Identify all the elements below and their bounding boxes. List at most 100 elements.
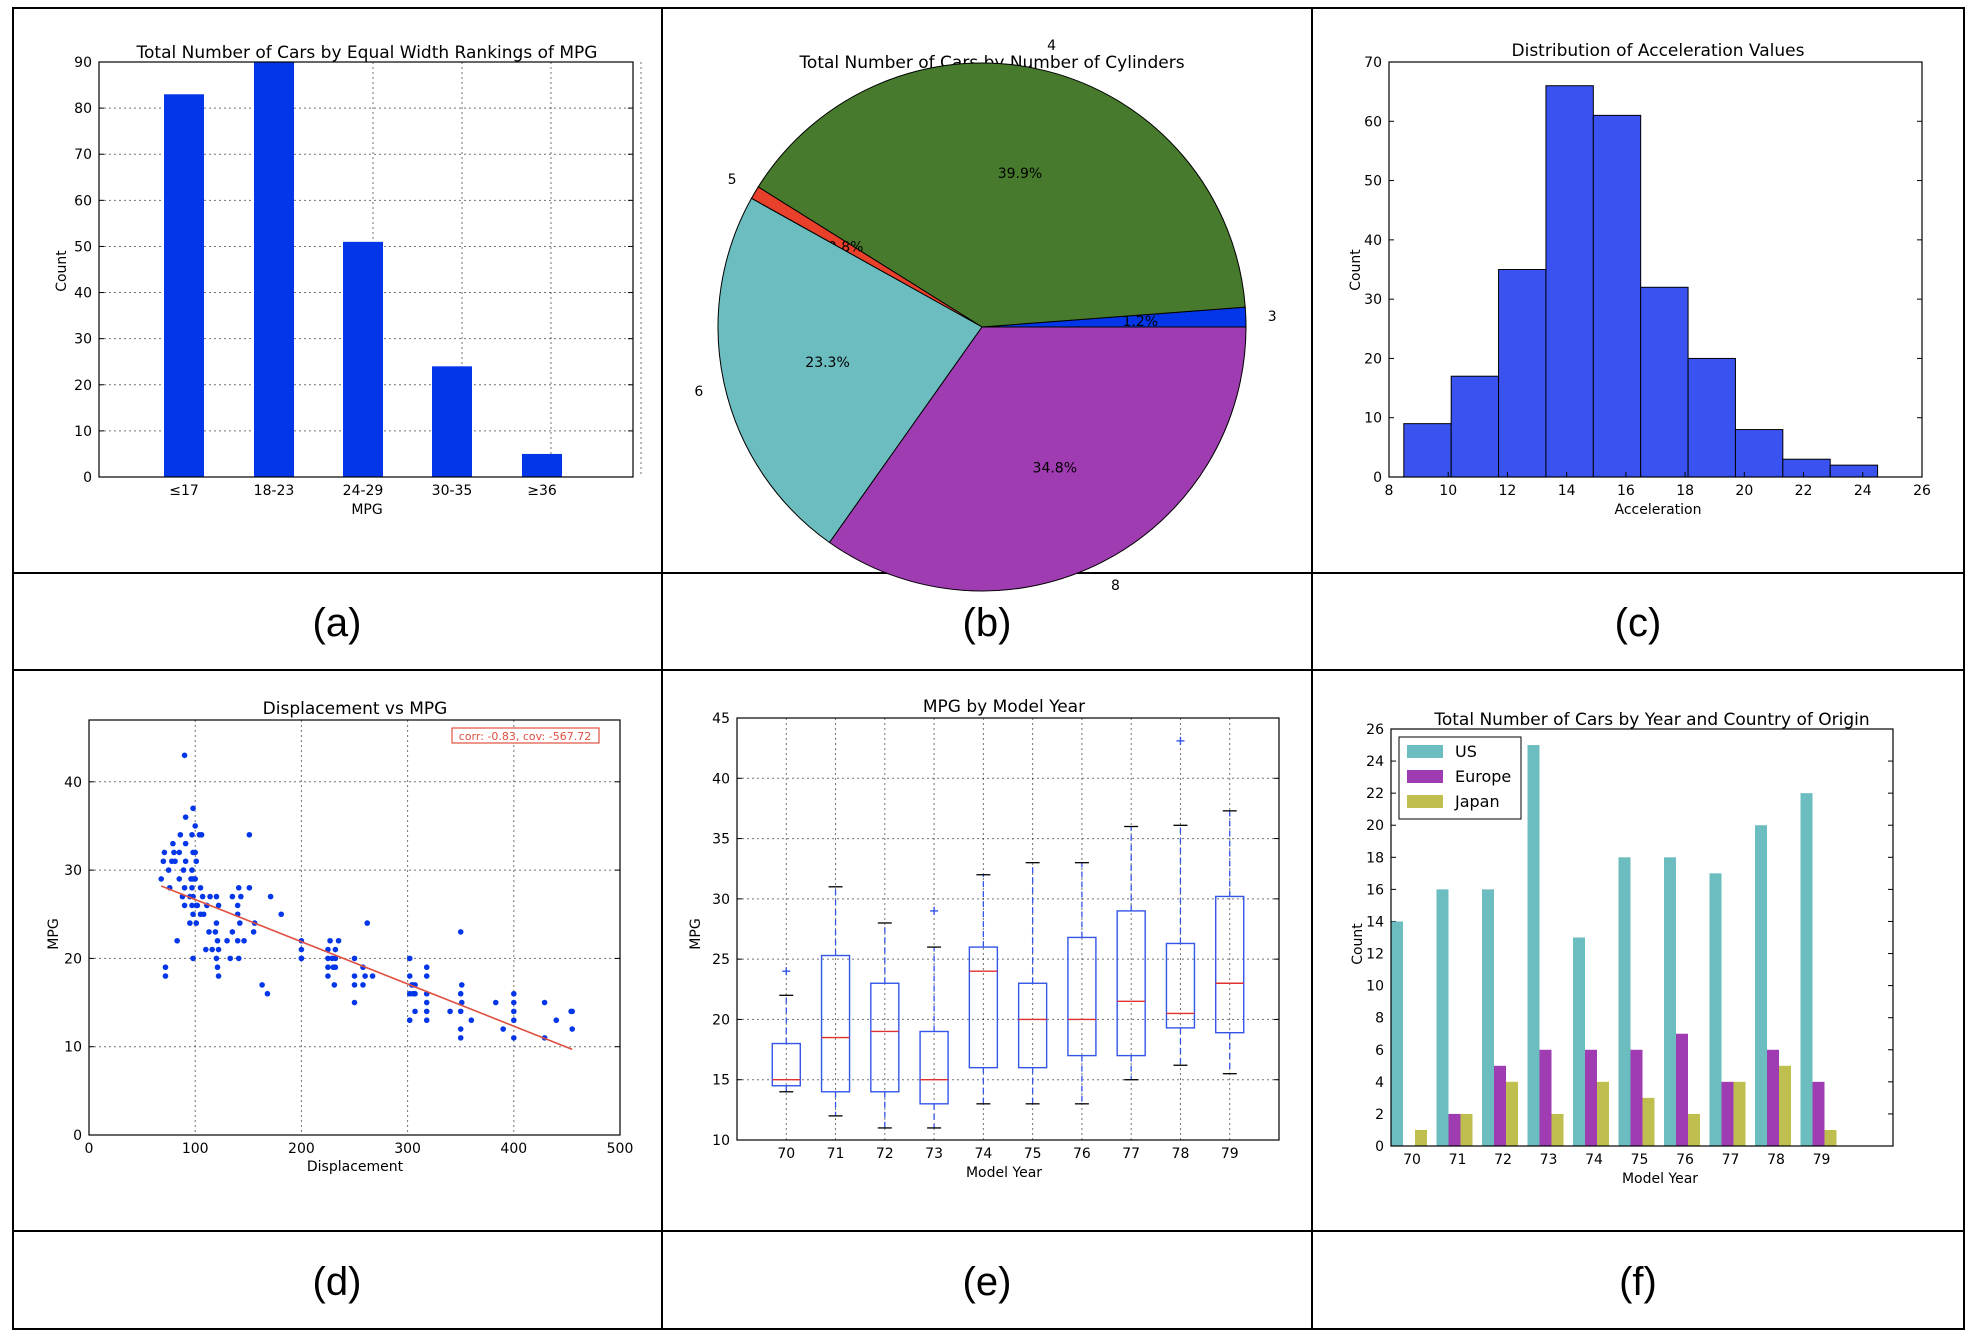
chart-d-point	[213, 955, 220, 962]
chart-e-xtick-label: 71	[827, 1146, 845, 1162]
chart-d-point	[206, 929, 212, 935]
chart-a-ytick-label: 70	[74, 147, 92, 163]
chart-d-point	[492, 999, 499, 1006]
chart-c-bar	[1687, 357, 1736, 478]
chart-c-xtick-label: 14	[1558, 483, 1576, 499]
chart-d-point	[215, 902, 222, 909]
chart-d-point	[335, 937, 342, 944]
chart-d-point	[189, 884, 195, 891]
chart-d-point	[511, 999, 517, 1006]
chart-f-legend-swatch	[1407, 770, 1443, 783]
chart-f-xtick-label: 79	[1813, 1152, 1831, 1168]
chart-f-bar-us	[1482, 889, 1494, 1146]
chart-c-xtick-label: 20	[1735, 483, 1753, 499]
chart-d-point	[213, 893, 220, 900]
chart-d-point	[541, 999, 548, 1006]
chart-f-bar-japan	[1506, 1081, 1518, 1146]
chart-f-bar-us	[1618, 857, 1631, 1146]
chart-a-xtick-label: 30-35	[432, 483, 473, 499]
chart-d-point	[224, 937, 230, 944]
chart-d-point	[238, 893, 244, 900]
chart-d-point	[412, 1008, 418, 1015]
chart-a-bar	[432, 366, 472, 477]
chart-c-ylabel: Count	[1348, 249, 1364, 291]
chart-f-ytick-label: 18	[1366, 850, 1384, 866]
chart-f-xtick-label: 75	[1631, 1152, 1649, 1168]
chart-d-point	[331, 982, 338, 988]
chart-e-box	[1165, 942, 1196, 1029]
chart-f-ytick-label: 10	[1366, 979, 1384, 995]
chart-f-ytick-label: 16	[1366, 882, 1384, 898]
chart-c-xlabel: Acceleration	[1615, 502, 1702, 518]
chart-d-point	[278, 911, 285, 918]
chart-a-ytick-label: 20	[74, 378, 92, 394]
chart-e-xtick-label: 76	[1073, 1146, 1091, 1162]
chart-d-point	[327, 937, 333, 944]
chart-d-point	[298, 946, 305, 953]
chart-f-xtick-label: 71	[1449, 1152, 1467, 1168]
chart-d-point	[190, 911, 196, 918]
chart-a-xtick-label: ≤17	[169, 483, 199, 499]
chart-c-axes-frame	[1388, 61, 1923, 478]
chart-d-point	[158, 876, 165, 882]
chart-e-box	[968, 946, 999, 1069]
chart-d-point	[362, 973, 368, 979]
chart-f-legend-swatch	[1407, 795, 1443, 808]
chart-c-bar	[1498, 269, 1547, 478]
chart-d-point	[176, 876, 183, 882]
chart-d-point	[192, 876, 198, 882]
chart-a-ytick-label: 80	[74, 101, 92, 117]
chart-f-bar-europe	[1630, 1049, 1643, 1146]
chart-d-point	[458, 999, 465, 1006]
chart-d-displacement-scatter: Displacement vs MPG Displacement MPG 0 10…	[46, 699, 633, 1175]
chart-f-ytick-label: 6	[1375, 1043, 1384, 1059]
chart-d-point	[500, 1026, 506, 1032]
chart-f-ytick-label: 12	[1366, 947, 1384, 963]
chart-d-point	[457, 1008, 464, 1015]
chart-d-point	[189, 867, 195, 873]
chart-a-ytick-label: 0	[83, 470, 92, 486]
chart-f-legend: US Europe Japan	[1398, 736, 1522, 820]
chart-d-point	[332, 964, 339, 971]
chart-d-point	[193, 920, 200, 926]
chart-a-axes-frame	[98, 61, 634, 478]
chart-f-xtick-label: 74	[1585, 1152, 1603, 1168]
chart-c-ytick-label: 0	[1373, 470, 1382, 486]
chart-d-point	[511, 1017, 517, 1024]
chart-d-point	[189, 831, 195, 838]
chart-e-xtick-label: 78	[1172, 1146, 1190, 1162]
chart-d-point	[325, 955, 331, 962]
chart-c-bar	[1450, 375, 1500, 478]
chart-d-point	[192, 823, 198, 829]
chart-d-ytick-label: 20	[64, 951, 82, 967]
chart-a-ytick-label: 50	[74, 239, 92, 255]
chart-f-bar-japan	[1779, 1065, 1791, 1146]
chart-c-bar	[1640, 286, 1689, 478]
chart-e-outlier	[782, 967, 791, 976]
chart-d-point	[369, 973, 376, 979]
chart-c-xtick-label: 10	[1439, 483, 1457, 499]
chart-b-pct-label: 23.3%	[805, 355, 849, 371]
chart-f-bar-us	[1709, 873, 1722, 1146]
chart-d-point	[214, 937, 221, 944]
chart-f-xtick-label: 73	[1540, 1152, 1558, 1168]
chart-d-point	[162, 973, 169, 979]
chart-a-plot: 0 10 20 30 40 50 60 70 80 90 ≤17 18-23 24-29 30-35 ≥36	[74, 55, 642, 499]
chart-d-point	[176, 849, 183, 856]
chart-f-bar-japan	[1642, 1097, 1655, 1146]
chart-d-point	[171, 849, 177, 856]
chart-a-ytick-label: 30	[74, 332, 92, 348]
chart-d-point	[170, 840, 176, 847]
chart-d-point	[197, 884, 204, 891]
chart-f-ytick-label: 26	[1366, 722, 1384, 738]
chart-e-box	[1017, 982, 1048, 1069]
chart-e-outlier	[930, 906, 939, 915]
chart-f-legend-label: Europe	[1455, 767, 1511, 786]
chart-d-point	[457, 990, 464, 997]
chart-f-bar-japan	[1597, 1081, 1609, 1146]
chart-d-point	[182, 858, 189, 865]
chart-d-point	[423, 999, 430, 1006]
chart-d-xtick-label: 0	[85, 1141, 94, 1157]
chart-d-point	[511, 1008, 517, 1015]
